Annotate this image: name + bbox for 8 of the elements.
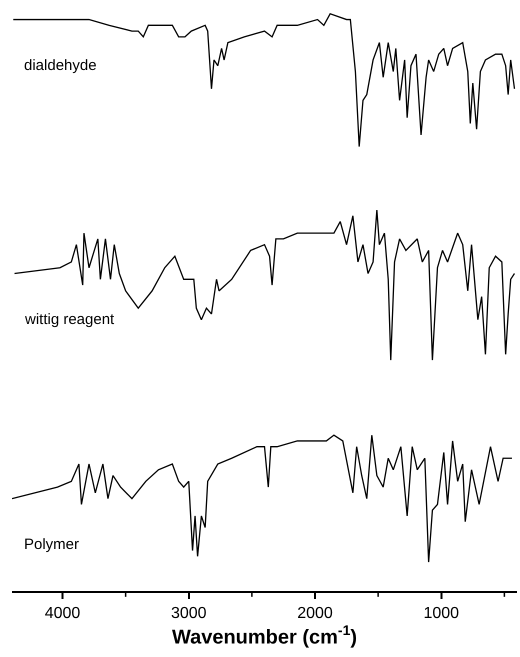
x-axis-title: Wavenumber (cm$^{-1}$) bbox=[172, 622, 358, 648]
x-tick-label: 4000 bbox=[44, 604, 80, 622]
text: Polymer bbox=[24, 536, 80, 553]
x-tick-label: 3000 bbox=[170, 604, 207, 622]
text: dialdehyde bbox=[24, 57, 97, 74]
series-label: wittig reagent bbox=[24, 311, 116, 328]
x-tick-label: 1000 bbox=[423, 604, 460, 622]
x-tick-label: 2000 bbox=[297, 604, 333, 622]
